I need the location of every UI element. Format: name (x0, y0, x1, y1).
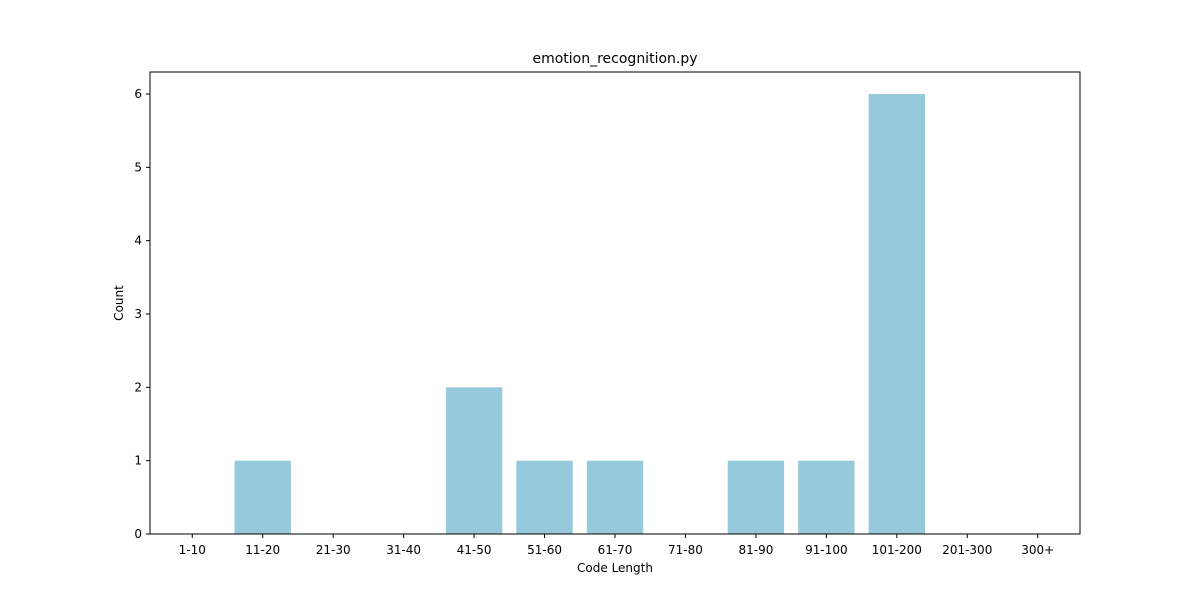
y-axis: 0 1 2 3 4 5 6 (134, 87, 150, 541)
x-tick-label: 61-70 (598, 543, 633, 557)
x-axis: 1-10 11-20 21-30 31-40 41-50 51-60 61-70 71-80 8… (179, 534, 1054, 557)
bars-group (234, 94, 925, 534)
x-tick-label: 201-300 (942, 543, 992, 557)
y-tick-label: 1 (134, 454, 142, 468)
x-tick-label: 1-10 (179, 543, 206, 557)
x-tick-label: 21-30 (316, 543, 351, 557)
x-tick-label: 300+ (1021, 543, 1054, 557)
bar-41-50 (445, 387, 503, 534)
x-tick-label: 81-90 (738, 543, 773, 557)
x-tick-label: 71-80 (668, 543, 703, 557)
x-tick-label: 11-20 (245, 543, 280, 557)
x-tick-label: 41-50 (457, 543, 492, 557)
bar-81-90 (727, 460, 785, 534)
y-tick-label: 2 (134, 380, 142, 394)
x-tick-label: 101-200 (872, 543, 922, 557)
x-tick-label: 31-40 (386, 543, 421, 557)
y-axis-label: Count (112, 285, 126, 321)
x-tick-label: 91-100 (805, 543, 848, 557)
x-axis-label: Code Length (577, 561, 653, 575)
y-tick-label: 6 (134, 87, 142, 101)
bar-51-60 (516, 460, 573, 534)
bar-101-200 (868, 94, 925, 534)
bar-61-70 (586, 460, 644, 534)
y-tick-label: 0 (134, 527, 142, 541)
bar-11-20 (234, 460, 291, 534)
bar-91-100 (798, 460, 855, 534)
y-tick-label: 4 (134, 234, 142, 248)
chart-title: emotion_recognition.py (532, 51, 697, 67)
y-tick-label: 5 (134, 160, 142, 174)
y-tick-label: 3 (134, 307, 142, 321)
x-tick-label: 51-60 (527, 543, 562, 557)
